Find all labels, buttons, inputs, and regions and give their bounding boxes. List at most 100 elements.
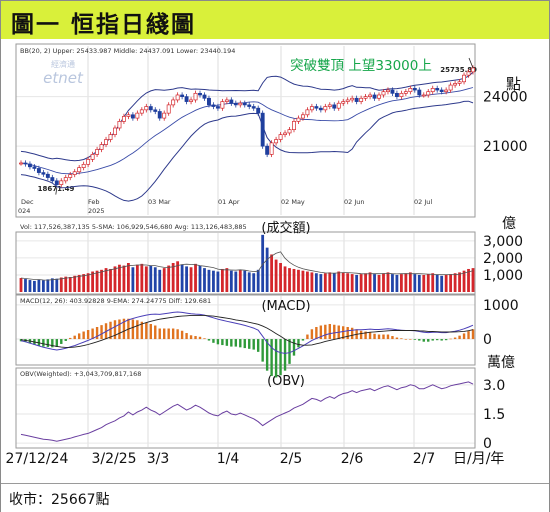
volume-bar-24 [127,263,130,292]
macd-hist-bar-69 [328,324,331,340]
macd-hist-bar-7 [51,339,54,348]
macd-hist-bar-56 [270,339,273,376]
candle-body-97 [453,83,458,86]
volume-bar-34 [171,263,175,292]
volume-bar-81 [382,273,385,292]
volume-bar-49 [238,269,242,292]
volume-bar-64 [306,271,309,292]
macd-hist-bar-68 [324,324,327,340]
macd-hist-bar-84 [395,337,399,340]
candle-body-94 [439,89,444,93]
price-unit-label: 點 [506,75,521,93]
inner-date-jul: 02 Jul [414,198,432,206]
macd-hist-bar-93 [435,339,439,341]
volume-bar-15 [86,273,90,292]
volume-bar-83 [391,274,394,292]
candle-body-45 [220,101,225,109]
volume-bar-78 [368,272,372,292]
watermark-line2: etnet [43,69,84,87]
candle-body-59 [283,132,287,135]
candle-body-24 [126,114,131,117]
volume-bar-91 [426,274,430,292]
macd-hist-bar-90 [422,339,425,342]
macd-hist-bar-49 [239,339,242,348]
bollinger-middle-band [20,87,474,175]
price-series [19,57,475,202]
macd-hist-bar-64 [306,334,309,340]
volume-bar-26 [135,264,139,292]
candle-body-23 [121,116,126,122]
macd-hist-bar-58 [279,339,282,376]
macd-hist-bar-87 [409,339,412,340]
candle-body-11 [68,174,73,178]
macd-panel-label: (MACD) [261,299,310,314]
candle-body-96 [448,84,453,91]
macd-hist-bar-57 [274,339,278,378]
volume-bar-63 [301,270,305,292]
volume-bar-28 [144,266,148,292]
x-axis-label-6: 2/7 [413,451,436,467]
candle-body-86 [403,91,408,94]
candle-body-16 [90,154,95,160]
candle-body-60 [287,129,292,134]
volume-bar-43 [212,270,215,292]
volume-unit-label: 億 [502,216,516,232]
candle-body-38 [189,99,194,102]
candle-body-13 [77,167,82,173]
inner-date-mar: 03 Mar [148,198,171,206]
candle-body-42 [207,97,211,106]
candle-body-37 [184,96,189,102]
candle-body-62 [296,117,301,122]
candle-body-30 [153,109,158,112]
macd-hist-bar-91 [427,339,430,342]
candle-body-4 [36,168,41,173]
candle-body-12 [72,171,77,175]
volume-bar-52 [252,273,256,292]
volume-bar-29 [149,265,153,292]
volume-bar-9 [59,277,63,292]
price-panel-frame [15,43,476,218]
volume-bars [19,234,475,292]
candle-body-71 [336,102,341,109]
macd-hist-bar-52 [252,339,255,350]
candle-body-93 [435,88,440,91]
volume-bar-55 [265,247,269,292]
macd-y-tick-0: 1000 [483,298,519,314]
candle-body-27 [139,109,144,114]
volume-bar-35 [176,261,180,292]
candle-body-32 [162,112,167,119]
candle-body-49 [238,102,243,106]
volume-bar-65 [310,272,314,292]
volume-bar-33 [167,265,171,292]
macd-hist-bar-38 [189,335,193,340]
close-price-text: 收市：25667點 [9,492,110,508]
volume-bar-30 [153,267,157,292]
macd-hist-bar-73 [346,327,349,340]
volume-bar-69 [328,272,332,292]
volume-bar-59 [283,266,287,292]
macd-hist-bar-44 [216,339,220,345]
macd-hist-bar-89 [418,339,421,341]
macd-hist-bar-81 [382,334,385,340]
candle-body-6 [45,173,50,178]
macd-hist-bar-92 [431,339,434,341]
macd-hist-bar-43 [212,339,215,343]
candle-body-82 [386,89,390,93]
macd-hist-bar-21 [113,320,117,340]
macd-hist-bar-17 [95,327,99,340]
volume-sma-line [20,251,474,281]
obv-y-tick-1: 1.5 [483,407,505,423]
candle-body-15 [86,159,91,165]
macd-hist-bar-100 [467,331,470,340]
volume-bar-3 [33,280,36,292]
macd-hist-bar-67 [319,325,323,340]
volume-bar-32 [162,268,166,292]
macd-legend: MACD(12, 26): 403.92828 9-EMA: 274.24775… [20,297,211,305]
macd-hist-bar-55 [265,339,269,371]
candle-body-76 [359,97,364,102]
volume-bar-31 [158,269,162,292]
low-label: 18671.49 [38,185,75,193]
macd-hist-bar-39 [194,336,197,340]
x-axis-labels: 27/12/24 3/2/25 3/3 1/4 2/5 2/6 2/7 日/月/年 [6,451,505,467]
